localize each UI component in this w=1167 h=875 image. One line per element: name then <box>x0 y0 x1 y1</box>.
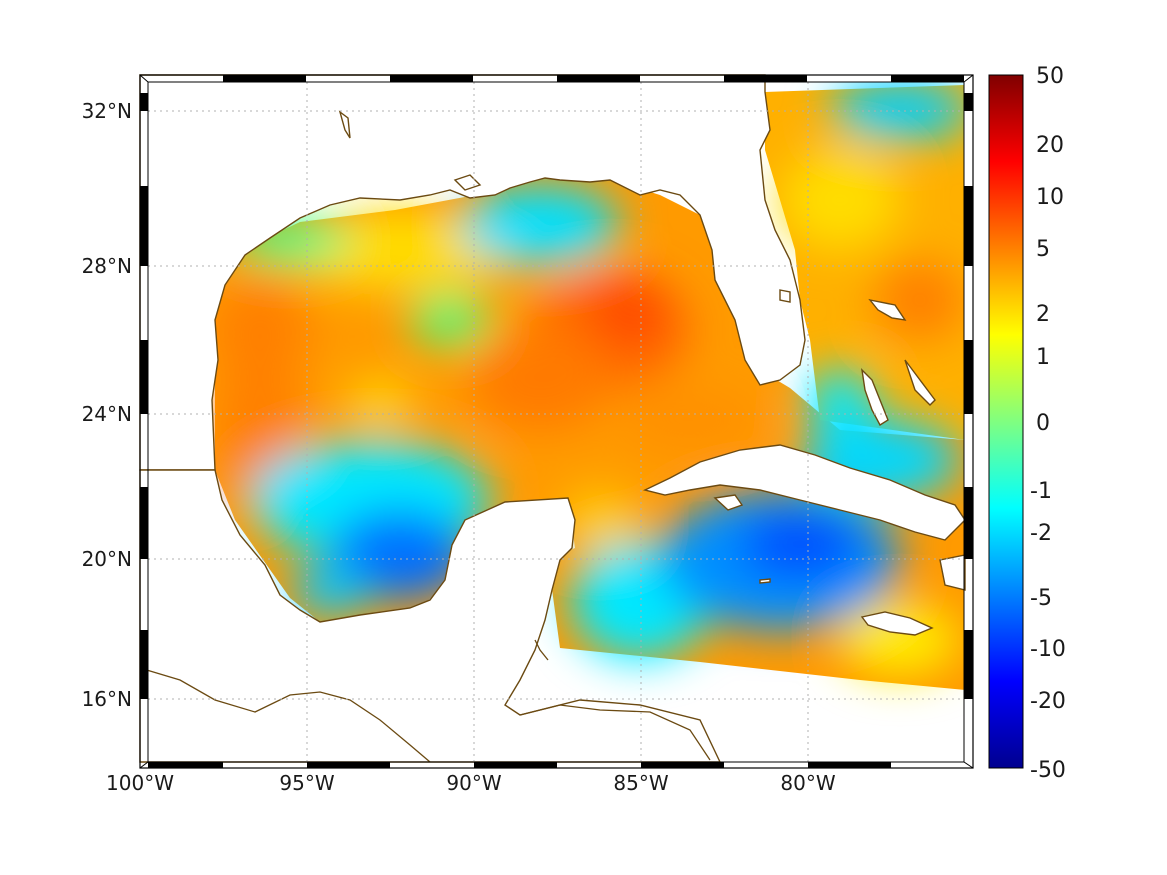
land-masses <box>139 74 966 763</box>
lon-tick-labels: 100°W 95°W 90°W 85°W 80°W <box>106 771 836 795</box>
lon-tick-95w: 95°W <box>279 771 334 795</box>
andros-island <box>860 368 889 426</box>
inland-lake-north <box>338 110 351 139</box>
anomaly-blobs <box>210 82 964 675</box>
colorbar-label-5: 5 <box>1036 237 1050 262</box>
lat-tick-32n: 32°N <box>82 99 132 123</box>
jamaica <box>860 611 934 636</box>
colorbar-label-neg2: -2 <box>1030 521 1052 546</box>
colorbar-label-10: 10 <box>1036 185 1064 210</box>
lake-okeechobee <box>779 289 791 303</box>
grid-lines <box>148 82 964 762</box>
lon-tick-80w: 80°W <box>780 771 835 795</box>
lat-tick-16n: 16°N <box>82 687 132 711</box>
honduras-coast <box>519 704 711 761</box>
pacific-coast <box>139 667 431 763</box>
colorbar-label-1: 1 <box>1036 345 1050 370</box>
colorbar-label-neg50: -50 <box>1030 758 1066 783</box>
colorbar-label-neg10: -10 <box>1030 637 1066 662</box>
cayman-islands <box>759 578 771 584</box>
coastlines <box>139 639 711 763</box>
abaco-island <box>868 298 907 321</box>
colorbar-label-20: 20 <box>1036 133 1064 158</box>
eleuthera-island <box>904 359 936 406</box>
lat-tick-20n: 20°N <box>82 547 132 571</box>
map-frame <box>139 74 974 769</box>
colorbar: 50 20 10 5 2 1 0 -1 -2 -5 -10 -20 -50 <box>988 64 1066 783</box>
lat-tick-labels: 32°N 28°N 24°N 20°N 16°N <box>82 99 132 711</box>
colorbar-label-neg1: -1 <box>1030 479 1052 504</box>
us-mainland <box>139 74 806 471</box>
lat-tick-24n: 24°N <box>82 402 132 426</box>
lat-tick-28n: 28°N <box>82 254 132 278</box>
belize-cays <box>534 639 549 661</box>
isle-of-youth <box>713 494 744 511</box>
mexico-mainland <box>139 469 722 763</box>
anomaly-field <box>210 82 964 690</box>
hispaniola <box>939 554 966 591</box>
colorbar-label-2: 2 <box>1036 302 1050 327</box>
colorbar-label-neg20: -20 <box>1030 689 1066 714</box>
colorbar-label-50: 50 <box>1036 64 1064 89</box>
colorbar-gradient <box>988 74 1024 769</box>
lon-tick-100w: 100°W <box>106 771 174 795</box>
lon-tick-85w: 85°W <box>613 771 668 795</box>
colorbar-label-0: 0 <box>1036 411 1050 436</box>
colorbar-label-neg5: -5 <box>1030 586 1052 611</box>
lon-tick-90w: 90°W <box>446 771 501 795</box>
